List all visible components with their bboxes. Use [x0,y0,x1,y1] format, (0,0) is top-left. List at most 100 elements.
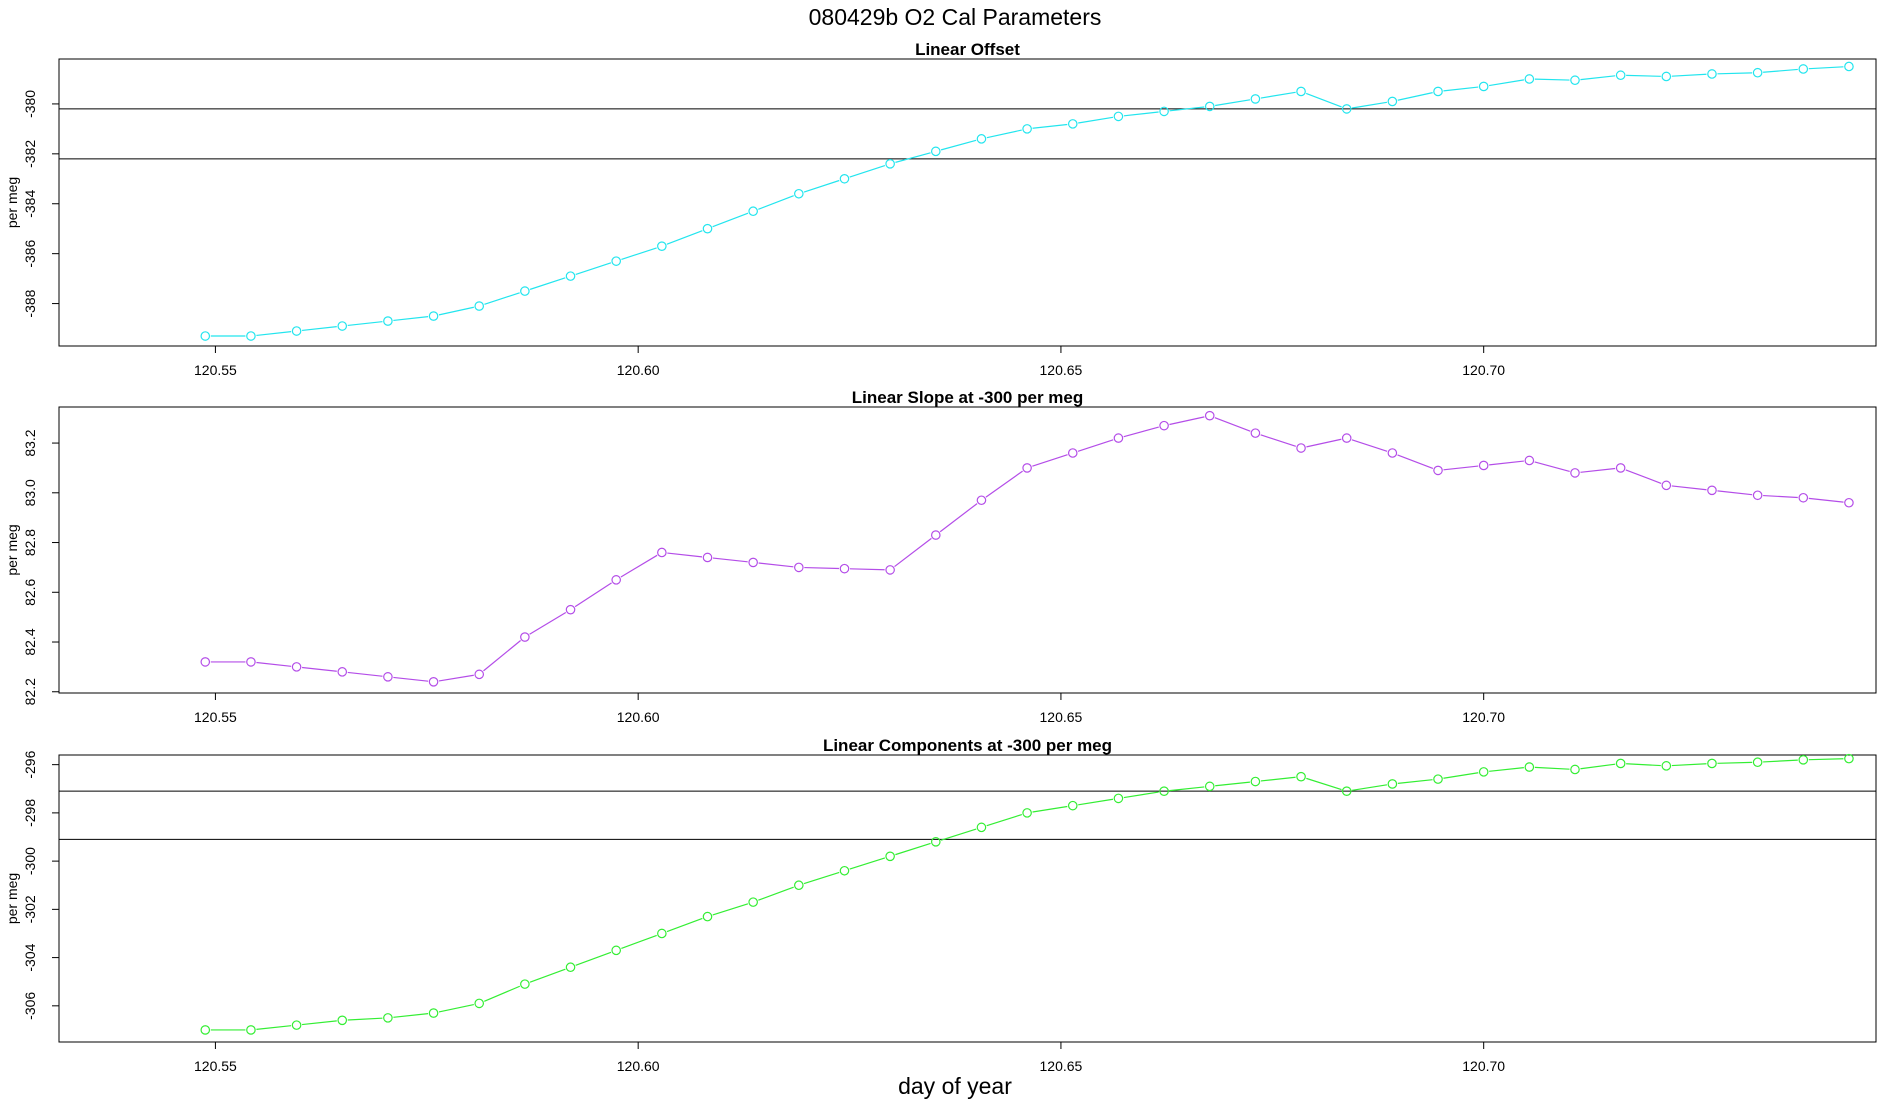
data-point [1113,433,1124,443]
x-tick-label: 120.65 [1040,1058,1083,1074]
data-point [474,998,485,1009]
data-point [1387,448,1398,458]
data-point [1113,111,1124,122]
series-segment [803,871,840,885]
series-segment [1305,92,1342,108]
series-segment [1808,758,1844,761]
series-segment [1763,494,1798,499]
data-point [976,495,987,506]
data-point [611,575,621,585]
series-segment [1580,75,1616,81]
data-point [1433,465,1443,476]
data-point [1159,420,1169,431]
series-segment [1078,116,1114,124]
data-point [1707,485,1717,496]
data-point [794,188,804,199]
data-point [657,928,667,939]
series-segment [1123,111,1159,117]
series-segment [1169,786,1205,792]
series-segment [347,671,383,677]
series-segment [1717,72,1753,75]
series-segment [484,292,520,305]
x-tick-label: 120.65 [1040,362,1083,378]
series-segment [1489,460,1524,466]
y-tick-label: -302 [22,895,38,923]
series-segment [1397,454,1434,470]
data-point [428,1008,439,1018]
data-point [337,1015,348,1026]
series-segment [529,277,566,290]
series-segment [621,934,657,950]
series-segment [1397,779,1433,784]
data-point [1250,428,1261,438]
data-point [748,897,758,907]
data-point [1250,94,1261,104]
data-point [794,880,804,891]
data-point [1570,764,1580,775]
y-tick-label: 82.2 [22,678,38,705]
data-point [657,547,667,558]
series-segment [849,857,886,870]
figure-title: 080429b O2 Cal Parameters [809,4,1102,30]
data-point [611,945,621,956]
data-point [930,146,941,157]
series-segment [1808,66,1844,70]
data-point [565,604,576,615]
series-segment [1534,78,1570,81]
series-segment [393,1013,429,1018]
data-point [930,837,941,847]
data-point [1524,74,1535,84]
series-segment [1443,86,1479,92]
series-segment [666,917,703,933]
series-segment [1260,434,1297,447]
data-point [520,979,530,989]
series-segment [1717,490,1753,496]
x-tick-label: 120.55 [194,1058,237,1074]
y-tick-label: 82.8 [22,529,38,556]
series-segment [1808,497,1844,503]
series-segment [1534,461,1570,473]
series-segment [620,554,658,578]
data-point [1341,433,1352,443]
series-segment [1626,763,1661,767]
series-segment [575,262,612,275]
series-segment [1489,79,1525,87]
series-segment [574,582,612,608]
panel-2: Linear Slope at -300 per meg 120.55 120.60… [4,388,1877,725]
data-point [200,657,211,667]
series-segment [667,552,703,558]
series-segment [1215,99,1251,107]
data-point [1661,761,1672,771]
data-point [1798,64,1809,74]
y-axis-label: per meg [4,177,20,228]
series-segment [1078,798,1114,806]
y-tick-label: 82.4 [22,628,38,655]
data-point [1022,124,1032,134]
series-segment [1443,465,1479,471]
data-point [428,311,439,321]
data-point [246,331,256,341]
series-segment [1169,416,1205,426]
y-tick-label: -296 [22,750,38,778]
series-segment [393,676,429,682]
series-segment [803,179,840,193]
series-segment [1671,485,1707,491]
data-point [702,911,713,922]
series-segment [1580,467,1616,473]
series-segment [438,674,474,682]
series-segment [1625,469,1662,484]
data-point [1067,448,1078,458]
data-point [1296,771,1306,782]
y-tick-label: -388 [22,289,38,317]
data-point [1067,119,1078,129]
data-point [1844,753,1854,764]
series-segment [986,813,1023,827]
data-point [839,865,850,876]
data-point [474,669,485,680]
series-segment [1032,805,1068,813]
series-segment [301,326,337,332]
series-segment [1123,426,1159,438]
data-point [885,851,895,862]
y-tick-label: -382 [22,140,38,168]
data-point [520,632,530,642]
